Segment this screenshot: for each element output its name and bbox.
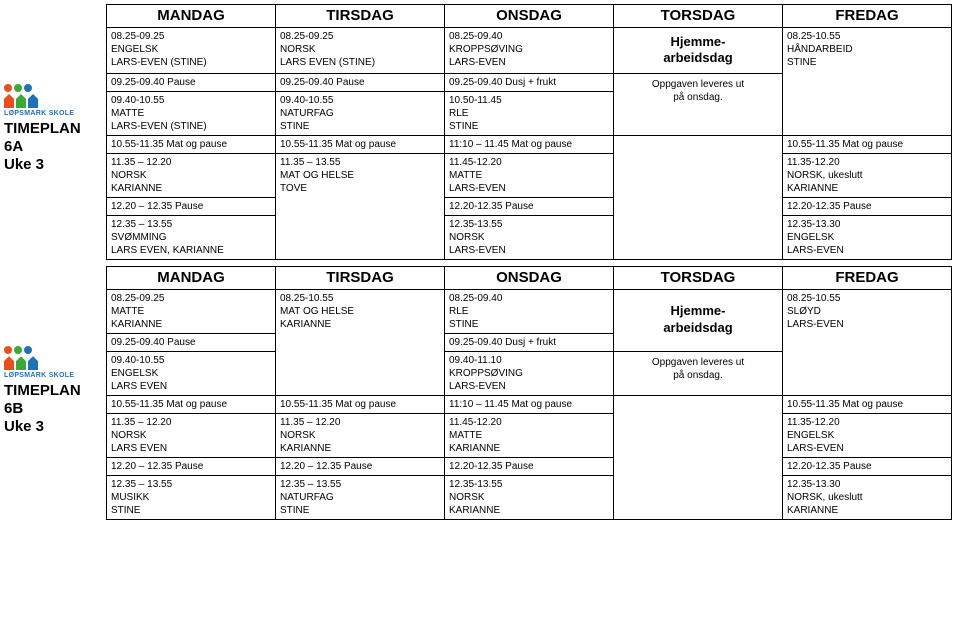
day-fri: FREDAG (783, 5, 952, 28)
cell: 11.45-12.20MATTELARS-EVEN (445, 154, 614, 198)
cell: 09.40-11.10KROPPSØVINGLARS-EVEN (445, 351, 614, 395)
cell: 12.20 – 12.35 Pause (276, 457, 445, 475)
class-title-6a-l2: 6A (4, 138, 23, 156)
homework-day: Hjemme-arbeidsdag (614, 289, 783, 351)
day-fri: FREDAG (783, 267, 952, 290)
class-title-6b-l1: TIMEPLAN (4, 382, 81, 400)
cell: 12.35 – 13.55MUSIKKSTINE (107, 475, 276, 519)
class-title-6b-l3: Uke 3 (4, 418, 44, 436)
left-column-6b: LØPSMARK SKOLE TIMEPLAN 6B Uke 3 (4, 266, 102, 436)
cell: 08.25-10.55SLØYDLARS-EVEN (783, 289, 952, 395)
cell: 11.35 – 13.55MAT OG HELSETOVE (276, 154, 445, 260)
class-title-6b-l2: 6B (4, 400, 23, 418)
cell: 09.25-09.40 Pause (107, 333, 276, 351)
cell: 11:10 – 11.45 Mat og pause (445, 395, 614, 413)
cell: 10.55-11.35 Mat og pause (783, 395, 952, 413)
cell: 09.40-10.55NATURFAGSTINE (276, 92, 445, 136)
cell: 11.35 – 12.20NORSKKARIANNE (276, 413, 445, 457)
cell: 09.25-09.40 Pause (107, 74, 276, 92)
cell: 10.55-11.35 Mat og pause (107, 136, 276, 154)
cell: 09.40-10.55ENGELSKLARS EVEN (107, 351, 276, 395)
empty-thu (614, 395, 783, 519)
cell: 12.35-13.55NORSKKARIANNE (445, 475, 614, 519)
day-wed: ONSDAG (445, 267, 614, 290)
cell: 11.35 – 12.20NORSKLARS EVEN (107, 413, 276, 457)
cell: 09.25-09.40 Dusj + frukt (445, 74, 614, 92)
homework-day: Hjemme-arbeidsdag (614, 27, 783, 74)
cell: 12.35-13.55NORSKLARS-EVEN (445, 216, 614, 260)
class-title-6a-l1: TIMEPLAN (4, 120, 81, 138)
cell: 08.25-10.55HÅNDARBEIDSTINE (783, 27, 952, 136)
cell: 12.20-12.35 Pause (783, 457, 952, 475)
cell: 10.55-11.35 Mat og pause (276, 395, 445, 413)
cell: 12.20 – 12.35 Pause (107, 198, 276, 216)
day-mon: MANDAG (107, 267, 276, 290)
section-6a: LØPSMARK SKOLE TIMEPLAN 6A Uke 3 MANDAG … (4, 4, 956, 260)
day-thu: TORSDAG (614, 267, 783, 290)
cell: 08.25-09.25MATTEKARIANNE (107, 289, 276, 333)
cell: 12.35-13.30ENGELSKLARS-EVEN (783, 216, 952, 260)
logo-text: LØPSMARK SKOLE (4, 110, 94, 117)
day-wed: ONSDAG (445, 5, 614, 28)
cell: 12.35 – 13.55NATURFAGSTINE (276, 475, 445, 519)
cell: 09.40-10.55MATTELARS-EVEN (STINE) (107, 92, 276, 136)
cell: 12.20-12.35 Pause (445, 198, 614, 216)
cell: 10.55-11.35 Mat og pause (276, 136, 445, 154)
class-title-6a-l3: Uke 3 (4, 156, 44, 174)
cell: 08.25-09.40RLESTINE (445, 289, 614, 333)
cell: 12.35-13.30NORSK, ukesluttKARIANNE (783, 475, 952, 519)
page: LØPSMARK SKOLE TIMEPLAN 6A Uke 3 MANDAG … (4, 4, 956, 520)
section-6b: LØPSMARK SKOLE TIMEPLAN 6B Uke 3 MANDAG … (4, 266, 956, 520)
logo-text: LØPSMARK SKOLE (4, 372, 94, 379)
cell: 12.20 – 12.35 Pause (107, 457, 276, 475)
timetable-6b: MANDAG TIRSDAG ONSDAG TORSDAG FREDAG 08.… (106, 266, 952, 520)
day-mon: MANDAG (107, 5, 276, 28)
cell: 12.35 – 13.55SVØMMINGLARS EVEN, KARIANNE (107, 216, 276, 260)
day-thu: TORSDAG (614, 5, 783, 28)
cell: 11.35-12.20NORSK, ukesluttKARIANNE (783, 154, 952, 198)
school-logo: LØPSMARK SKOLE (4, 84, 94, 112)
cell: 12.20-12.35 Pause (445, 457, 614, 475)
cell: 08.25-09.25NORSKLARS EVEN (STINE) (276, 27, 445, 74)
cell: 11.35 – 12.20NORSKKARIANNE (107, 154, 276, 198)
timetable-6a: MANDAG TIRSDAG ONSDAG TORSDAG FREDAG 08.… (106, 4, 952, 260)
cell: 10.55-11.35 Mat og pause (107, 395, 276, 413)
cell: 09.25-09.40 Dusj + frukt (445, 333, 614, 351)
cell: 08.25-10.55MAT OG HELSEKARIANNE (276, 289, 445, 395)
cell: 11.45-12.20MATTEKARIANNE (445, 413, 614, 457)
cell: 10.50-11.45RLESTINE (445, 92, 614, 136)
school-logo: LØPSMARK SKOLE (4, 346, 94, 374)
cell: 11.35-12.20ENGELSKLARS-EVEN (783, 413, 952, 457)
day-tue: TIRSDAG (276, 5, 445, 28)
cell: 10.55-11.35 Mat og pause (783, 136, 952, 154)
empty-thu (614, 136, 783, 260)
cell: 09.25-09.40 Pause (276, 74, 445, 92)
day-tue: TIRSDAG (276, 267, 445, 290)
cell: 11:10 – 11.45 Mat og pause (445, 136, 614, 154)
cell: 12.20-12.35 Pause (783, 198, 952, 216)
homework-note: Oppgaven leveres utpå onsdag. (614, 74, 783, 136)
homework-note: Oppgaven leveres utpå onsdag. (614, 351, 783, 395)
cell: 08.25-09.40KROPPSØVINGLARS-EVEN (445, 27, 614, 74)
left-column-6a: LØPSMARK SKOLE TIMEPLAN 6A Uke 3 (4, 4, 102, 174)
cell: 08.25-09.25ENGELSKLARS-EVEN (STINE) (107, 27, 276, 74)
